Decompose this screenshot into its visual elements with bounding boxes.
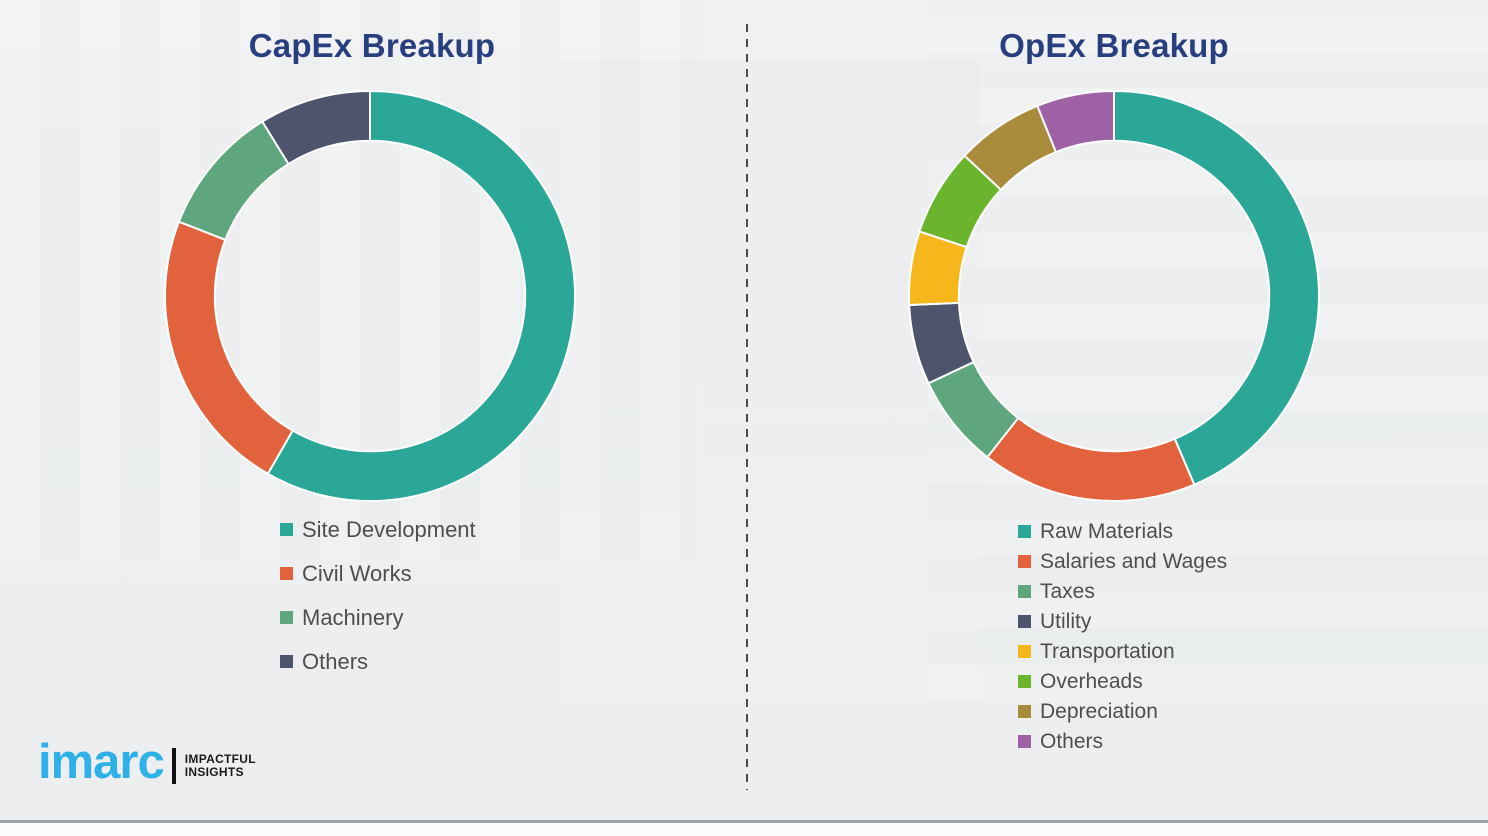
donut-segment-site-development	[266, 90, 576, 502]
logo-tagline-line1: IMPACTFUL	[184, 751, 256, 766]
opex-donut-chart	[908, 90, 1320, 502]
legend-label: Taxes	[1040, 579, 1095, 603]
legend-label: Site Development	[302, 516, 476, 542]
legend-swatch-icon	[1018, 705, 1031, 718]
logo-tagline: IMPACTFUL INSIGHTS	[184, 751, 256, 779]
donut-segment-raw-materials	[1113, 90, 1320, 486]
legend-label: Others	[1040, 729, 1104, 753]
legend-item: Utility	[1018, 609, 1227, 634]
legend-item: Others	[1018, 729, 1227, 754]
donut-segment-machinery	[177, 120, 290, 242]
legend-item: Civil Works	[280, 560, 476, 587]
legend-label: Raw Materials	[1040, 519, 1174, 543]
capex-chart-title: CapEx Breakup	[248, 27, 496, 64]
legend-swatch-icon	[1018, 645, 1031, 658]
legend-swatch-icon	[280, 523, 293, 536]
legend-item: Overheads	[1018, 669, 1227, 694]
donut-segment-salaries-and-wages	[985, 416, 1196, 502]
logo-divider-bar	[171, 747, 176, 784]
logo-tagline-line2: INSIGHTS	[184, 764, 244, 779]
legend-swatch-icon	[1018, 585, 1031, 598]
legend-label: Depreciation	[1040, 699, 1158, 723]
imarc-logo: imarc IMPACTFUL INSIGHTS	[38, 738, 256, 793]
legend-swatch-icon	[280, 567, 293, 580]
legend-item: Transportation	[1018, 639, 1227, 664]
legend-swatch-icon	[1018, 525, 1031, 538]
legend-label: Salaries and Wages	[1040, 549, 1228, 573]
legend-swatch-icon	[1018, 675, 1031, 688]
legend-item: Machinery	[280, 604, 476, 631]
imarc-logo-wordmark: imarc	[38, 735, 165, 789]
legend-swatch-icon	[1018, 735, 1031, 748]
legend-swatch-icon	[280, 611, 293, 624]
legend-item: Salaries and Wages	[1018, 549, 1227, 574]
donut-segment-others	[260, 90, 371, 166]
legend-item: Taxes	[1018, 579, 1227, 604]
capex-legend: Site Development Civil Works Machinery Othe…	[280, 516, 476, 692]
opex-legend: Raw Materials Salaries and Wages Taxes Util…	[1018, 519, 1227, 759]
legend-item: Site Development	[280, 516, 476, 543]
legend-label: Machinery	[302, 604, 404, 630]
legend-label: Overheads	[1040, 669, 1143, 693]
legend-swatch-icon	[1018, 555, 1031, 568]
donut-segment-civil-works	[164, 220, 295, 476]
dashed-divider	[746, 24, 748, 790]
legend-label: Civil Works	[302, 560, 412, 586]
legend-item: Others	[280, 648, 476, 675]
legend-swatch-icon	[280, 655, 293, 668]
legend-label: Transportation	[1040, 639, 1175, 663]
donut-segment-others	[1036, 90, 1115, 154]
legend-label: Utility	[1040, 609, 1092, 633]
capex-donut-chart	[164, 90, 576, 502]
legend-swatch-icon	[1018, 615, 1031, 628]
legend-item: Depreciation	[1018, 699, 1227, 724]
bottom-white-strip	[0, 823, 1488, 836]
legend-label: Others	[302, 648, 369, 674]
legend-item: Raw Materials	[1018, 519, 1227, 544]
opex-chart-title: OpEx Breakup	[999, 27, 1229, 64]
bottom-border-line	[0, 820, 1488, 823]
